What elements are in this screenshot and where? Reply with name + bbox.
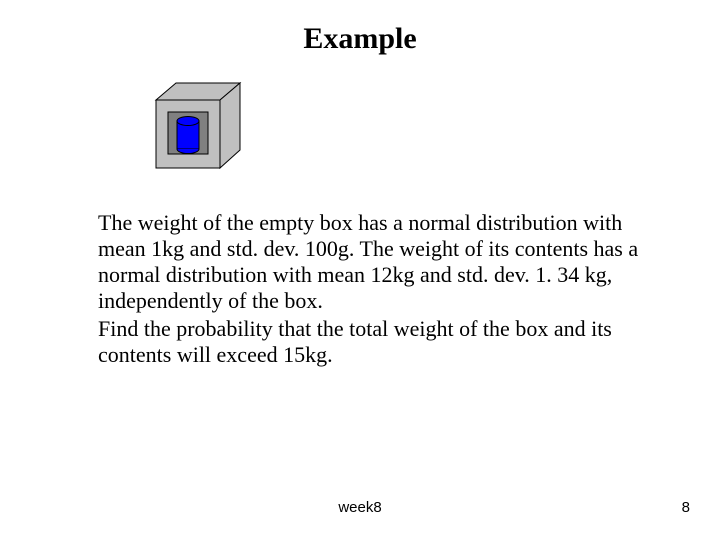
box-svg <box>148 78 248 178</box>
paragraph-1: The weight of the empty box has a normal… <box>98 210 653 314</box>
slide: Example The weight of the empty box has … <box>0 0 720 540</box>
footer-center: week8 <box>0 499 720 516</box>
footer-page-number: 8 <box>682 499 690 516</box>
slide-title: Example <box>0 22 720 56</box>
paragraph-2: Find the probability that the total weig… <box>98 316 653 368</box>
cylinder-top <box>177 117 199 126</box>
body-text: The weight of the empty box has a normal… <box>98 210 653 370</box>
box-figure <box>148 78 248 178</box>
